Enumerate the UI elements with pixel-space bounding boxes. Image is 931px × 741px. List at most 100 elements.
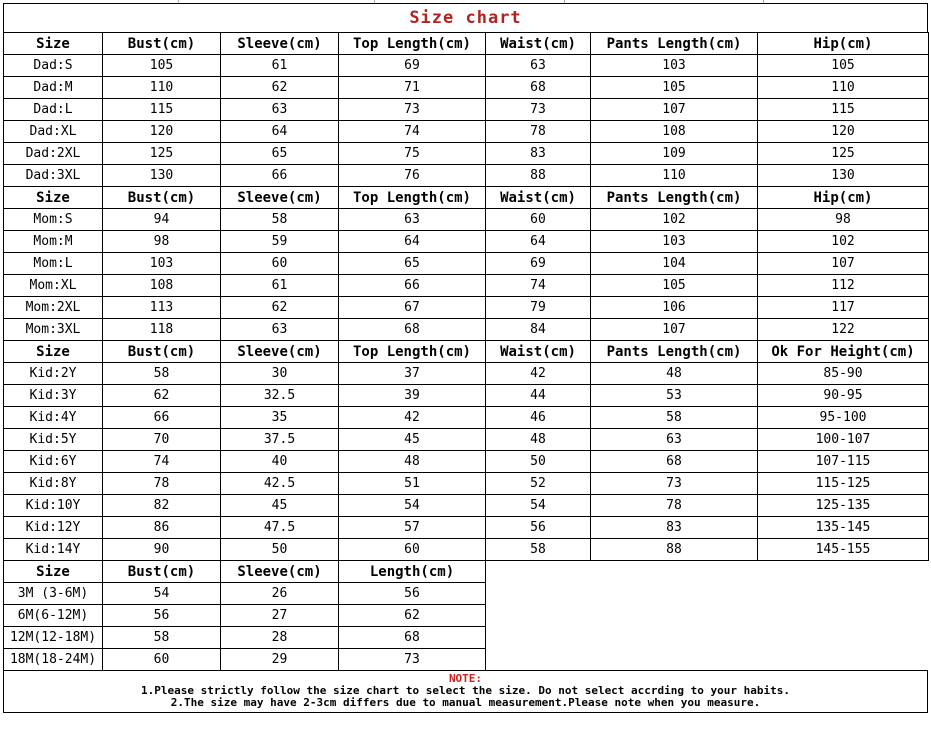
value-cell: 44 (485, 384, 591, 407)
value-cell: 68 (338, 626, 486, 649)
value-cell: 58 (485, 538, 591, 561)
value-cell: 103 (102, 252, 221, 275)
value-cell: 66 (220, 164, 339, 187)
value-cell: 88 (590, 538, 758, 561)
value-cell: 78 (485, 120, 591, 143)
value-cell: 68 (485, 76, 591, 99)
value-cell: 68 (338, 318, 486, 341)
value-cell: 115 (757, 98, 929, 121)
table-row: Kid:10Y 82 45 54 54 78 125-135 (3, 494, 929, 517)
header-row: Size Bust(cm) Sleeve(cm) Top Length(cm) Wais… (3, 340, 929, 363)
value-cell: 73 (485, 98, 591, 121)
value-cell: 130 (102, 164, 221, 187)
value-cell: 71 (338, 76, 486, 99)
value-cell: 60 (220, 252, 339, 275)
column-header: Size (3, 32, 103, 55)
value-cell: 56 (485, 516, 591, 539)
column-header: Pants Length(cm) (590, 186, 758, 209)
value-cell: 90-95 (757, 384, 929, 407)
table-row: Dad:S 105 61 69 63 103 105 (3, 54, 929, 77)
value-cell: 108 (590, 120, 758, 143)
value-cell: 106 (590, 296, 758, 319)
table-row: Kid:2Y 58 30 37 42 48 85-90 (3, 362, 929, 385)
size-table-baby: Size Bust(cm) Sleeve(cm) Length(cm) 3M (3-6M… (3, 560, 486, 671)
value-cell: 103 (590, 54, 758, 77)
value-cell: 68 (590, 450, 758, 473)
value-cell: 54 (485, 494, 591, 517)
value-cell: 120 (102, 120, 221, 143)
value-cell: 52 (485, 472, 591, 495)
value-cell: 60 (338, 538, 486, 561)
column-header: Pants Length(cm) (590, 340, 758, 363)
value-cell: 29 (220, 648, 339, 671)
value-cell: 28 (220, 626, 339, 649)
column-header: Top Length(cm) (338, 186, 486, 209)
value-cell: 78 (102, 472, 221, 495)
tick-mark (178, 0, 179, 3)
value-cell: 115 (102, 98, 221, 121)
header-row: Size Bust(cm) Sleeve(cm) Top Length(cm) Wais… (3, 186, 929, 209)
size-label: Dad:XL (3, 120, 103, 143)
value-cell: 110 (757, 76, 929, 99)
value-cell: 104 (590, 252, 758, 275)
size-label: 18M(18-24M) (3, 648, 103, 671)
table-row: Dad:3XL 130 66 76 88 110 130 (3, 164, 929, 187)
value-cell: 95-100 (757, 406, 929, 429)
column-header: Size (3, 560, 103, 583)
value-cell: 125 (757, 142, 929, 165)
value-cell: 56 (338, 582, 486, 605)
column-header: Waist(cm) (485, 340, 591, 363)
value-cell: 59 (220, 230, 339, 253)
value-cell: 45 (338, 428, 486, 451)
value-cell: 63 (485, 54, 591, 77)
value-cell: 82 (102, 494, 221, 517)
tick-mark (564, 0, 565, 3)
column-header: Bust(cm) (102, 32, 221, 55)
value-cell: 70 (102, 428, 221, 451)
column-header: Top Length(cm) (338, 32, 486, 55)
value-cell: 105 (590, 76, 758, 99)
value-cell: 58 (102, 626, 221, 649)
value-cell: 46 (485, 406, 591, 429)
value-cell: 69 (338, 54, 486, 77)
value-cell: 120 (757, 120, 929, 143)
value-cell: 26 (220, 582, 339, 605)
value-cell: 135-145 (757, 516, 929, 539)
column-header: Bust(cm) (102, 186, 221, 209)
value-cell: 30 (220, 362, 339, 385)
value-cell: 100-107 (757, 428, 929, 451)
value-cell: 35 (220, 406, 339, 429)
value-cell: 62 (220, 296, 339, 319)
table-row: 12M(12-18M) 58 28 68 (3, 626, 486, 649)
value-cell: 53 (590, 384, 758, 407)
table-row: Kid:3Y 62 32.5 39 44 53 90-95 (3, 384, 929, 407)
value-cell: 27 (220, 604, 339, 627)
value-cell: 65 (220, 142, 339, 165)
table-row: Mom:XL 108 61 66 74 105 112 (3, 274, 929, 297)
table-row: Dad:2XL 125 65 75 83 109 125 (3, 142, 929, 165)
value-cell: 39 (338, 384, 486, 407)
size-label: Kid:2Y (3, 362, 103, 385)
column-header: Hip(cm) (757, 186, 929, 209)
tick-mark (763, 0, 764, 3)
value-cell: 110 (102, 76, 221, 99)
table-row: Mom:S 94 58 63 60 102 98 (3, 208, 929, 231)
size-label: Dad:S (3, 54, 103, 77)
value-cell: 115-125 (757, 472, 929, 495)
table-row: Dad:XL 120 64 74 78 108 120 (3, 120, 929, 143)
table-row: Mom:M 98 59 64 64 103 102 (3, 230, 929, 253)
value-cell: 64 (220, 120, 339, 143)
column-header: Length(cm) (338, 560, 486, 583)
value-cell: 125 (102, 142, 221, 165)
size-label: Mom:2XL (3, 296, 103, 319)
value-cell: 83 (590, 516, 758, 539)
value-cell: 110 (590, 164, 758, 187)
size-table-mom: Size Bust(cm) Sleeve(cm) Top Length(cm) Wais… (3, 186, 929, 341)
table-row: Dad:L 115 63 73 73 107 115 (3, 98, 929, 121)
note-box: NOTE: 1.Please strictly follow the size … (3, 670, 928, 713)
size-label: Mom:3XL (3, 318, 103, 341)
value-cell: 105 (102, 54, 221, 77)
size-label: Kid:6Y (3, 450, 103, 473)
note-line-1: 1.Please strictly follow the size chart … (140, 684, 790, 697)
